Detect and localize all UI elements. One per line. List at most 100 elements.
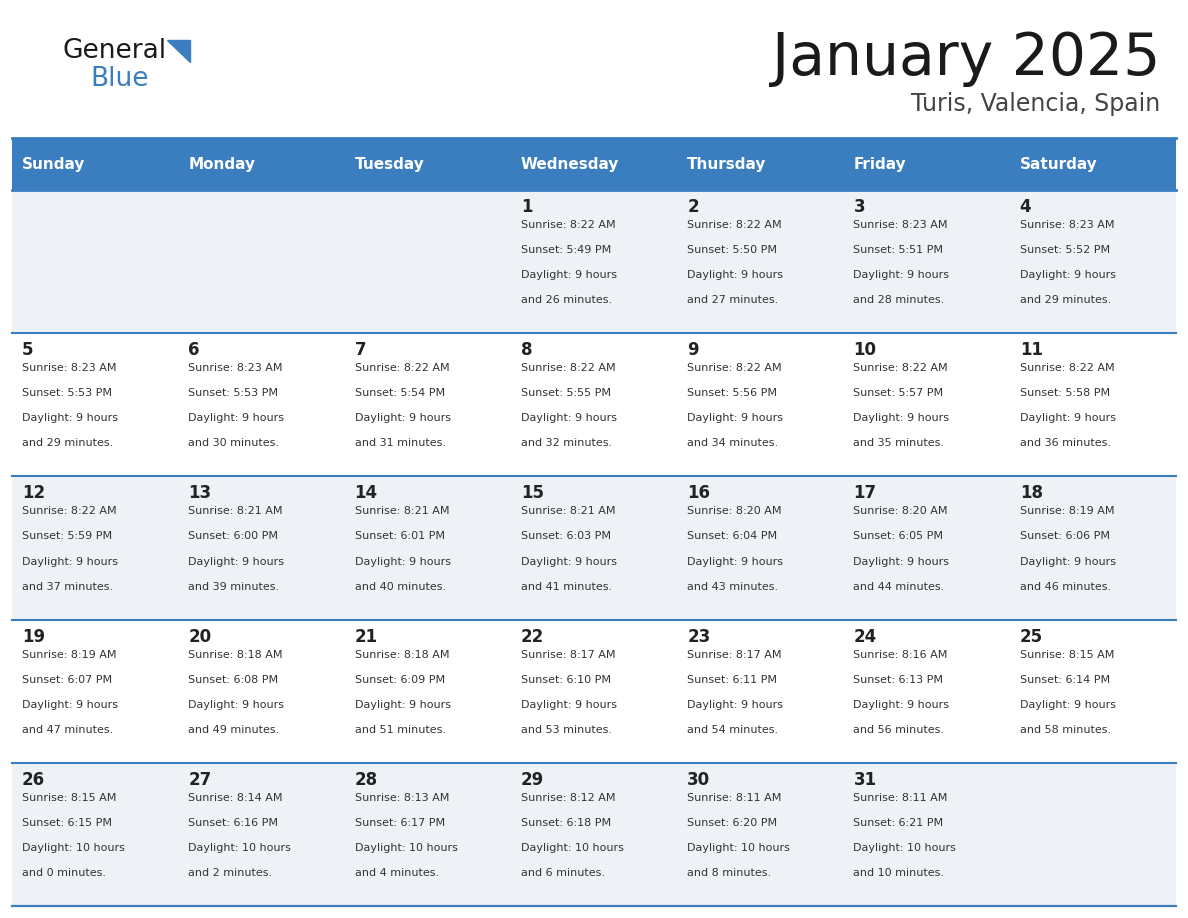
Text: Sunset: 6:06 PM: Sunset: 6:06 PM (1019, 532, 1110, 542)
Text: 17: 17 (853, 485, 877, 502)
Text: and 6 minutes.: and 6 minutes. (520, 868, 605, 878)
Text: Daylight: 9 hours: Daylight: 9 hours (1019, 413, 1116, 423)
Text: Sunrise: 8:22 AM: Sunrise: 8:22 AM (1019, 364, 1114, 374)
Text: and 53 minutes.: and 53 minutes. (520, 725, 612, 734)
Text: Sunrise: 8:23 AM: Sunrise: 8:23 AM (23, 364, 116, 374)
Text: Daylight: 10 hours: Daylight: 10 hours (853, 843, 956, 853)
Text: Wednesday: Wednesday (520, 156, 619, 172)
Text: Sunset: 6:08 PM: Sunset: 6:08 PM (188, 675, 278, 685)
Text: 4: 4 (1019, 198, 1031, 216)
Text: Sunset: 5:49 PM: Sunset: 5:49 PM (520, 245, 611, 255)
Text: and 54 minutes.: and 54 minutes. (687, 725, 778, 734)
Text: Daylight: 9 hours: Daylight: 9 hours (23, 413, 118, 423)
Text: 7: 7 (354, 341, 366, 359)
Text: Daylight: 9 hours: Daylight: 9 hours (23, 700, 118, 710)
Text: and 44 minutes.: and 44 minutes. (853, 582, 944, 591)
Text: 24: 24 (853, 628, 877, 645)
Text: 2: 2 (687, 198, 699, 216)
Text: and 29 minutes.: and 29 minutes. (23, 439, 113, 448)
Polygon shape (168, 40, 190, 62)
Text: Sunset: 6:03 PM: Sunset: 6:03 PM (520, 532, 611, 542)
Text: and 58 minutes.: and 58 minutes. (1019, 725, 1111, 734)
Text: Sunset: 5:58 PM: Sunset: 5:58 PM (1019, 388, 1110, 398)
Text: Sunrise: 8:17 AM: Sunrise: 8:17 AM (520, 650, 615, 660)
Text: 18: 18 (1019, 485, 1043, 502)
Text: 20: 20 (188, 628, 211, 645)
Text: 25: 25 (1019, 628, 1043, 645)
Text: Sunset: 6:21 PM: Sunset: 6:21 PM (853, 818, 943, 828)
Text: Sunrise: 8:14 AM: Sunrise: 8:14 AM (188, 793, 283, 803)
Text: Daylight: 9 hours: Daylight: 9 hours (853, 270, 949, 280)
Text: Blue: Blue (90, 66, 148, 92)
Text: Sunset: 5:53 PM: Sunset: 5:53 PM (23, 388, 112, 398)
Text: Daylight: 9 hours: Daylight: 9 hours (354, 556, 450, 566)
Text: 13: 13 (188, 485, 211, 502)
Text: Sunset: 5:53 PM: Sunset: 5:53 PM (188, 388, 278, 398)
Text: 12: 12 (23, 485, 45, 502)
Text: Sunrise: 8:21 AM: Sunrise: 8:21 AM (354, 507, 449, 517)
Text: Sunrise: 8:22 AM: Sunrise: 8:22 AM (520, 364, 615, 374)
Text: 26: 26 (23, 771, 45, 789)
Text: and 37 minutes.: and 37 minutes. (23, 582, 113, 591)
Text: and 47 minutes.: and 47 minutes. (23, 725, 113, 734)
Text: Daylight: 9 hours: Daylight: 9 hours (188, 413, 284, 423)
Text: Monday: Monday (188, 156, 255, 172)
Text: and 39 minutes.: and 39 minutes. (188, 582, 279, 591)
Text: Daylight: 9 hours: Daylight: 9 hours (354, 700, 450, 710)
Text: Sunset: 6:01 PM: Sunset: 6:01 PM (354, 532, 444, 542)
Text: Sunrise: 8:21 AM: Sunrise: 8:21 AM (188, 507, 283, 517)
Text: Sunrise: 8:15 AM: Sunrise: 8:15 AM (23, 793, 116, 803)
Bar (12, 190, 1176, 333)
Text: Sunset: 5:51 PM: Sunset: 5:51 PM (853, 245, 943, 255)
Text: Daylight: 9 hours: Daylight: 9 hours (23, 556, 118, 566)
Text: Sunrise: 8:13 AM: Sunrise: 8:13 AM (354, 793, 449, 803)
Text: Daylight: 9 hours: Daylight: 9 hours (687, 700, 783, 710)
Text: 29: 29 (520, 771, 544, 789)
Text: Sunrise: 8:22 AM: Sunrise: 8:22 AM (687, 364, 782, 374)
Text: Sunset: 5:50 PM: Sunset: 5:50 PM (687, 245, 777, 255)
Text: Daylight: 9 hours: Daylight: 9 hours (520, 270, 617, 280)
Text: Daylight: 10 hours: Daylight: 10 hours (520, 843, 624, 853)
Text: Daylight: 10 hours: Daylight: 10 hours (188, 843, 291, 853)
Text: Saturday: Saturday (1019, 156, 1098, 172)
Text: Daylight: 9 hours: Daylight: 9 hours (520, 413, 617, 423)
Text: Sunset: 6:14 PM: Sunset: 6:14 PM (1019, 675, 1110, 685)
Text: Daylight: 9 hours: Daylight: 9 hours (188, 556, 284, 566)
Text: Sunset: 6:17 PM: Sunset: 6:17 PM (354, 818, 444, 828)
Text: Sunrise: 8:17 AM: Sunrise: 8:17 AM (687, 650, 782, 660)
Text: Daylight: 10 hours: Daylight: 10 hours (23, 843, 125, 853)
Text: Sunrise: 8:11 AM: Sunrise: 8:11 AM (853, 793, 948, 803)
Text: and 41 minutes.: and 41 minutes. (520, 582, 612, 591)
Text: Sunset: 5:57 PM: Sunset: 5:57 PM (853, 388, 943, 398)
Text: 30: 30 (687, 771, 710, 789)
Text: Sunrise: 8:18 AM: Sunrise: 8:18 AM (188, 650, 283, 660)
Text: Sunset: 6:16 PM: Sunset: 6:16 PM (188, 818, 278, 828)
Text: 10: 10 (853, 341, 877, 359)
Text: Sunset: 5:55 PM: Sunset: 5:55 PM (520, 388, 611, 398)
Text: and 27 minutes.: and 27 minutes. (687, 296, 778, 305)
Text: Daylight: 10 hours: Daylight: 10 hours (354, 843, 457, 853)
Text: Turis, Valencia, Spain: Turis, Valencia, Spain (911, 92, 1159, 116)
Text: Sunrise: 8:22 AM: Sunrise: 8:22 AM (23, 507, 116, 517)
Text: Sunset: 5:59 PM: Sunset: 5:59 PM (23, 532, 112, 542)
Text: Daylight: 9 hours: Daylight: 9 hours (687, 556, 783, 566)
Text: 3: 3 (853, 198, 865, 216)
Text: and 36 minutes.: and 36 minutes. (1019, 439, 1111, 448)
Text: 9: 9 (687, 341, 699, 359)
Text: and 40 minutes.: and 40 minutes. (354, 582, 446, 591)
Text: Daylight: 9 hours: Daylight: 9 hours (354, 413, 450, 423)
Text: Sunset: 6:18 PM: Sunset: 6:18 PM (520, 818, 611, 828)
Text: Sunrise: 8:19 AM: Sunrise: 8:19 AM (1019, 507, 1114, 517)
Text: Daylight: 9 hours: Daylight: 9 hours (687, 413, 783, 423)
Text: Daylight: 9 hours: Daylight: 9 hours (853, 556, 949, 566)
Text: Sunset: 6:07 PM: Sunset: 6:07 PM (23, 675, 112, 685)
Text: and 46 minutes.: and 46 minutes. (1019, 582, 1111, 591)
Text: 22: 22 (520, 628, 544, 645)
Text: 15: 15 (520, 485, 544, 502)
Text: and 32 minutes.: and 32 minutes. (520, 439, 612, 448)
Text: Daylight: 9 hours: Daylight: 9 hours (1019, 556, 1116, 566)
Text: 19: 19 (23, 628, 45, 645)
Text: Sunset: 5:56 PM: Sunset: 5:56 PM (687, 388, 777, 398)
Bar (12, 620, 1176, 763)
Text: Friday: Friday (853, 156, 906, 172)
